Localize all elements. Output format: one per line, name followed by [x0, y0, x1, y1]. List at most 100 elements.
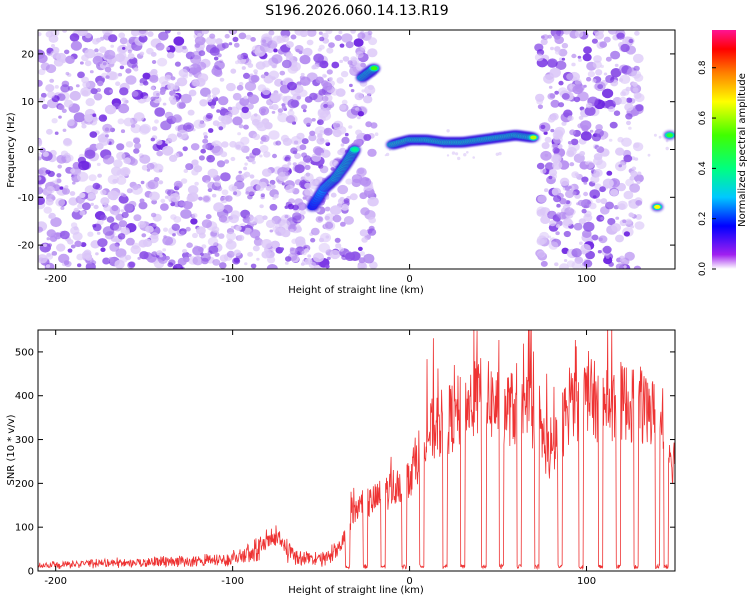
noise-blob	[238, 124, 244, 129]
noise-blob	[622, 219, 627, 223]
noise-blob	[537, 195, 547, 203]
noise-blob	[559, 263, 569, 269]
noise-blob	[70, 168, 76, 173]
noise-blob	[100, 197, 110, 206]
noise-blob	[88, 174, 97, 182]
noise-blob	[186, 242, 193, 248]
noise-blob	[207, 94, 212, 98]
noise-blob	[178, 201, 184, 207]
noise-blob	[210, 105, 215, 109]
noise-blob	[59, 230, 70, 240]
noise-blob	[125, 68, 132, 74]
noise-blob	[82, 250, 91, 259]
noise-blob	[336, 77, 344, 84]
noise-blob	[226, 250, 235, 258]
spectrogram-x-ticks: -200 -100 0 100	[44, 30, 596, 285]
noise-blob	[335, 123, 341, 128]
noise-blob	[196, 226, 206, 235]
noise-blob	[302, 47, 313, 57]
noise-blob	[329, 159, 339, 168]
noise-blob	[274, 228, 284, 237]
noise-blob	[173, 36, 185, 46]
snr-y-tick-label: 500	[15, 347, 34, 358]
noise-blob	[84, 48, 96, 59]
noise-blob	[337, 184, 349, 195]
noise-blob	[69, 191, 76, 196]
noise-blob	[581, 208, 587, 214]
noise-blob	[634, 174, 644, 183]
noise-blob	[81, 90, 89, 96]
noise-blob	[325, 235, 330, 239]
noise-blob	[173, 85, 179, 90]
noise-blob	[550, 99, 560, 108]
noise-blob	[360, 62, 366, 68]
noise-blob	[195, 66, 202, 73]
noise-blob	[97, 238, 108, 248]
noise-blob	[562, 30, 571, 35]
snr-y-tick-label: 100	[15, 523, 34, 534]
noise-blob	[268, 70, 280, 80]
noise-blob	[47, 91, 55, 99]
noise-blob	[540, 150, 552, 161]
noise-blob	[326, 69, 333, 75]
noise-blob	[623, 265, 627, 269]
noise-blob	[350, 30, 356, 34]
noise-blob	[279, 247, 285, 251]
noise-blob	[150, 232, 159, 240]
noise-blob	[176, 129, 188, 140]
noise-blob	[117, 118, 125, 125]
noise-blob	[116, 143, 125, 151]
noise-blob	[118, 103, 130, 114]
noise-blob	[584, 106, 596, 116]
noise-blob	[271, 63, 278, 69]
noise-blob	[156, 92, 160, 96]
noise-blob	[45, 31, 54, 38]
noise-blob	[249, 174, 255, 179]
noise-blob	[180, 93, 192, 104]
noise-blob	[137, 220, 146, 229]
noise-blob	[211, 226, 220, 233]
noise-blob	[139, 30, 147, 35]
noise-blob	[626, 97, 633, 103]
noise-blob	[259, 140, 264, 145]
noise-blob	[300, 210, 306, 215]
noise-blob	[79, 192, 86, 198]
snr-y-tick-label: 0	[28, 567, 34, 578]
noise-blob	[188, 67, 198, 75]
noise-blob	[332, 128, 339, 134]
noise-blob	[54, 85, 59, 89]
noise-blob	[233, 249, 242, 257]
noise-speck	[498, 151, 502, 156]
noise-blob	[589, 202, 597, 210]
noise-blob	[42, 151, 49, 157]
noise-blob	[50, 50, 60, 58]
noise-blob	[221, 42, 229, 49]
noise-blob	[160, 203, 169, 211]
noise-blob	[113, 212, 118, 216]
noise-blob	[110, 44, 114, 48]
noise-blob	[92, 113, 97, 117]
noise-blob	[97, 173, 102, 178]
noise-blob	[72, 181, 76, 185]
noise-blob	[206, 154, 216, 163]
noise-blob	[118, 51, 127, 59]
noise-blob	[89, 70, 94, 74]
noise-blob	[115, 248, 127, 258]
noise-blob	[63, 138, 72, 146]
noise-blob	[211, 141, 216, 146]
spectrogram-y-tick-label: 0	[28, 145, 34, 156]
noise-blob	[76, 171, 89, 182]
noise-blob	[127, 49, 132, 54]
noise-blob	[294, 236, 306, 246]
noise-blob	[38, 54, 48, 64]
noise-blob	[625, 218, 633, 225]
noise-blob	[121, 97, 127, 103]
ridge-core	[654, 204, 661, 209]
noise-blob	[325, 264, 330, 269]
noise-blob	[87, 192, 96, 200]
noise-blob	[543, 74, 555, 84]
noise-blob	[150, 96, 156, 102]
noise-blob	[155, 42, 165, 51]
noise-blob	[243, 166, 248, 171]
noise-blob	[70, 40, 82, 51]
